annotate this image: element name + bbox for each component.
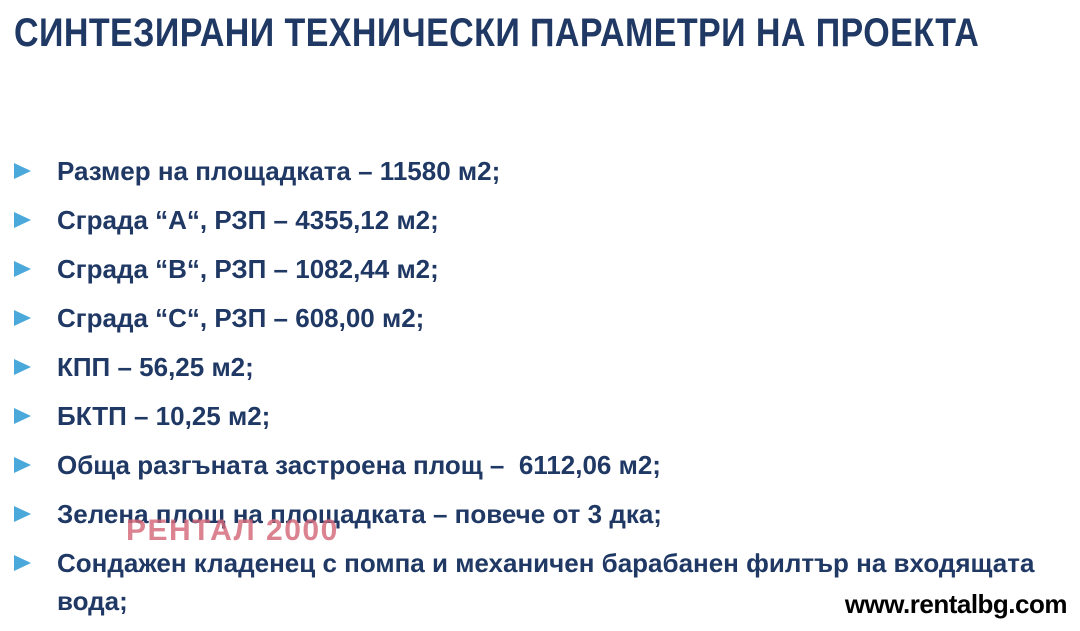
bullet-triangle-icon — [14, 310, 31, 326]
watermark-text: РЕНТАЛ 2000 — [126, 514, 339, 547]
list-item: Сграда “В“, РЗП – 1082,44 м2; — [14, 250, 1038, 288]
bullet-text: Размер на площадката – 11580 м2; — [57, 156, 501, 186]
bullet-text: Сграда “С“, РЗП – 608,00 м2; — [57, 303, 425, 333]
list-item: Сондажен кладенец с помпа и механичен ба… — [14, 544, 1038, 620]
bullet-triangle-icon — [14, 506, 31, 522]
bullet-text: Сондажен кладенец с помпа и механичен ба… — [57, 548, 1042, 616]
list-item: БКТП – 10,25 м2; — [14, 397, 1038, 435]
list-item: Размер на площадката – 11580 м2; — [14, 152, 1038, 190]
bullet-triangle-icon — [14, 457, 31, 473]
bullet-text: Сграда “А“, РЗП – 4355,12 м2; — [57, 205, 439, 235]
bullet-triangle-icon — [14, 555, 31, 571]
bullet-text: Зелена площ на площадката – повече от 3 … — [57, 499, 662, 529]
bullet-text: Сграда “В“, РЗП – 1082,44 м2; — [57, 254, 439, 284]
bullet-triangle-icon — [14, 163, 31, 179]
list-item: Обща разгъната застроена площ – 6112,06 … — [14, 446, 1038, 484]
bullet-text: КПП – 56,25 м2; — [57, 352, 254, 382]
bullet-triangle-icon — [14, 212, 31, 228]
bullet-triangle-icon — [14, 261, 31, 277]
bullet-triangle-icon — [14, 359, 31, 375]
bullet-list: Размер на площадката – 11580 м2; Сграда … — [14, 152, 1038, 631]
bullet-text: БКТП – 10,25 м2; — [57, 401, 271, 431]
slide-title: СИНТЕЗИРАНИ ТЕХНИЧЕСКИ ПАРАМЕТРИ НА ПРОЕ… — [14, 11, 980, 55]
footer-url: www.rentalbg.com — [844, 589, 1068, 619]
bullet-text: Обща разгъната застроена площ – 6112,06 … — [57, 450, 661, 480]
list-item: Сграда “С“, РЗП – 608,00 м2; — [14, 299, 1038, 337]
list-item: Сграда “А“, РЗП – 4355,12 м2; — [14, 201, 1038, 239]
bullet-triangle-icon — [14, 408, 31, 424]
list-item: КПП – 56,25 м2; — [14, 348, 1038, 386]
list-item: Зелена площ на площадката – повече от 3 … — [14, 495, 1038, 533]
